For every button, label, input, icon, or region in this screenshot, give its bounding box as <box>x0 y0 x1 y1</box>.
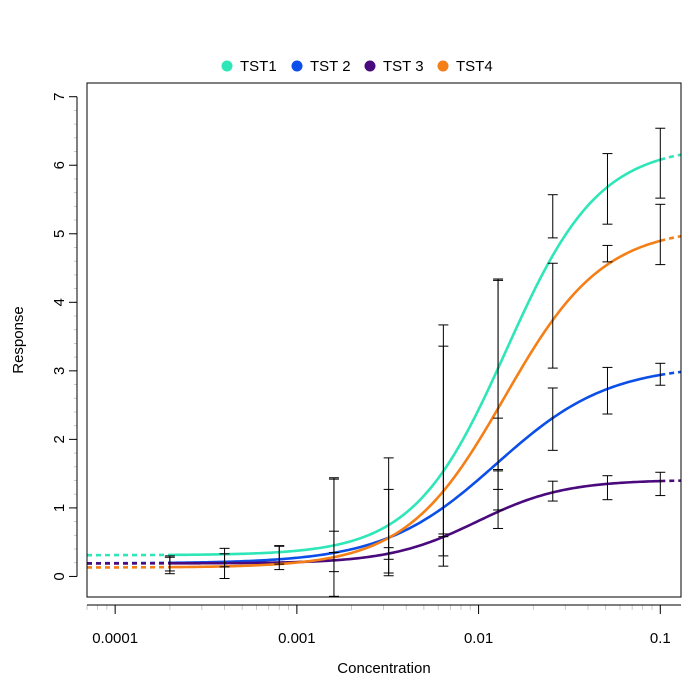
legend-label: TST 2 <box>310 58 351 75</box>
curve-fit-line <box>169 373 661 565</box>
error-bar <box>164 555 175 575</box>
legend-marker <box>437 60 449 72</box>
curve-tst2 <box>87 370 681 565</box>
curve-fit-line <box>169 239 661 569</box>
y-tick-label: 7 <box>51 93 68 101</box>
error-bar <box>547 387 558 451</box>
curve-fit-line <box>169 158 661 557</box>
error-bar <box>655 203 666 266</box>
curve-tst4 <box>87 234 681 569</box>
error-bar <box>438 533 449 538</box>
curve-fit-line <box>169 479 661 565</box>
x-tick-label: 0.0001 <box>92 630 138 647</box>
curve-extrapolation-right <box>660 370 681 377</box>
x-axis: 0.0001 0.001 0.01 0.1 <box>87 604 681 647</box>
error-bar <box>219 547 230 579</box>
x-minor-ticks <box>86 605 661 610</box>
y-tick-label: 6 <box>51 161 68 169</box>
legend-label: TST 3 <box>383 58 424 75</box>
curve-extrapolation-right <box>659 234 681 243</box>
error-bar <box>547 194 558 239</box>
error-bar <box>602 366 613 415</box>
legend-label: TST4 <box>456 58 493 75</box>
curve-extrapolation-right <box>659 153 681 161</box>
x-tick-label: 0.001 <box>278 630 316 647</box>
y-tick-label: 0 <box>51 572 68 580</box>
error-bar <box>655 362 666 386</box>
curve-tst1 <box>87 153 681 557</box>
error-bar <box>547 262 558 369</box>
y-tick-label: 5 <box>51 230 68 238</box>
legend: TST1 TST 2 TST 3 TST4 <box>221 58 493 75</box>
legend-marker <box>291 60 303 72</box>
y-axis: 0 1 2 3 4 5 6 7 <box>51 93 78 581</box>
x-axis-title: Concentration <box>337 660 430 677</box>
y-axis-title: Response <box>10 306 27 374</box>
legend-item: TST 3 <box>364 58 424 75</box>
y-tick-label: 3 <box>51 367 68 375</box>
y-tick-label: 1 <box>51 504 68 512</box>
legend-marker <box>364 60 376 72</box>
curves <box>87 153 681 569</box>
legend-marker <box>221 60 233 72</box>
error-bar <box>547 480 558 502</box>
error-bar <box>493 417 504 529</box>
curve-tst3 <box>87 479 681 565</box>
error-bar <box>655 471 666 497</box>
error-bar <box>274 545 285 571</box>
error-bar <box>328 478 339 573</box>
error-bar <box>602 153 613 225</box>
error-bars <box>164 127 666 597</box>
error-bar <box>655 127 666 199</box>
plot-area <box>87 127 681 597</box>
error-bar <box>602 475 613 501</box>
plot-frame <box>86 82 682 598</box>
error-bar <box>383 547 394 577</box>
error-bar <box>438 345 449 567</box>
error-bar <box>493 469 504 472</box>
legend-label: TST1 <box>240 58 277 75</box>
legend-item: TST1 <box>221 58 277 75</box>
legend-item: TST4 <box>437 58 493 75</box>
y-tick-label: 2 <box>51 435 68 443</box>
error-bar <box>602 244 613 263</box>
x-tick-label: 0.01 <box>464 630 493 647</box>
x-tick-label: 0.1 <box>650 630 671 647</box>
legend-item: TST 2 <box>291 58 351 75</box>
y-tick-label: 4 <box>51 298 68 306</box>
